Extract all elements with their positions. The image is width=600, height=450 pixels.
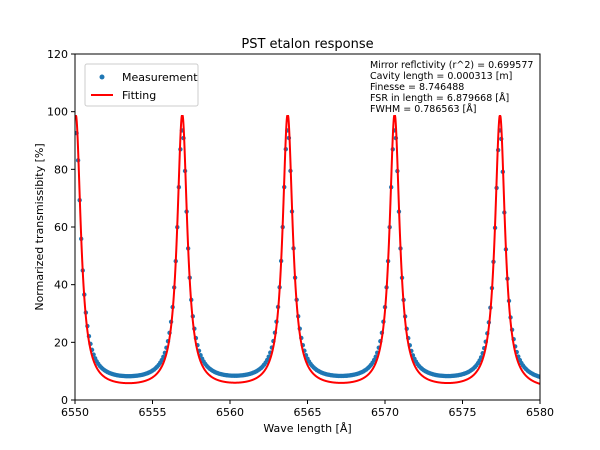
measurement-points (75, 128, 540, 380)
y-tick-label: 120 (47, 48, 68, 61)
legend-measurement-marker (99, 74, 105, 80)
y-tick-label: 100 (47, 106, 68, 119)
x-axis: 6550 6555 6560 6565 6570 6575 6580 (61, 400, 554, 419)
annotation-finesse: Finesse = 8.746488 (370, 82, 464, 93)
y-tick-label: 40 (54, 279, 68, 292)
annotation-reflectivity: Mirror reflctivity (r^2) = 0.699577 (370, 60, 533, 71)
y-axis-label: Normarized transmissibity [%] (33, 143, 46, 310)
annotation-cavity-length: Cavity length = 0.000313 [m] (370, 71, 512, 82)
y-axis: 0 20 40 60 80 100 120 (47, 48, 75, 407)
y-tick-label: 80 (54, 163, 68, 176)
x-tick-label: 6570 (371, 406, 399, 419)
x-tick-label: 6555 (139, 406, 167, 419)
x-tick-label: 6560 (216, 406, 244, 419)
annotation-fwhm: FWHM = 0.786563 [Å] (370, 103, 476, 115)
x-tick-label: 6565 (294, 406, 322, 419)
x-tick-label: 6550 (61, 406, 89, 419)
chart-title: PST etalon response (241, 37, 373, 52)
legend-box (84, 63, 199, 107)
fit-parameters: Mirror reflctivity (r^2) = 0.699577 Cavi… (370, 60, 533, 115)
measurement-point (537, 374, 540, 380)
fitting-line (75, 114, 540, 385)
legend-measurement-label: Measurement (122, 71, 198, 84)
legend-fitting-label: Fitting (122, 89, 156, 102)
x-tick-label: 6580 (526, 406, 554, 419)
x-tick-label: 6575 (449, 406, 477, 419)
y-tick-label: 60 (54, 221, 68, 234)
x-axis-label: Wave length [Å] (263, 422, 351, 435)
annotation-fsr: FSR in length = 6.879668 [Å] (370, 92, 509, 104)
y-tick-label: 0 (61, 394, 68, 407)
measurement-point (159, 357, 164, 363)
y-tick-label: 20 (54, 336, 68, 349)
legend: Measurement Fitting (84, 63, 199, 107)
